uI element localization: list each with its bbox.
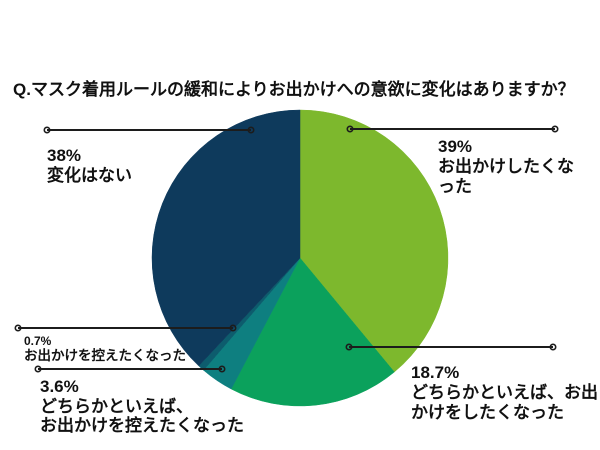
callout-label-line: どちらかといえば、 <box>40 397 193 416</box>
leader-dot <box>229 324 237 332</box>
leader-lines <box>14 125 559 373</box>
leader-dot <box>34 365 42 373</box>
callout-pct: 0.7% <box>24 334 52 348</box>
callout-label-line: お出かけしたくな <box>438 157 574 176</box>
callout-label-line: 変化はない <box>47 166 132 185</box>
callout-label-line: お出かけを控えたくなった <box>24 348 186 363</box>
callout-somewhat-want-to-go-out: 18.7% どちらかといえば、お出 かけをしたくなった <box>411 363 598 423</box>
pie-slices <box>151 109 449 407</box>
leader-dot <box>218 365 226 373</box>
leader-dot <box>43 126 51 134</box>
callout-pct: 18.7% <box>411 363 460 382</box>
chart-title: Q.マスク着用ルールの緩和によりお出かけへの意欲に変化はありますか？ <box>13 80 575 99</box>
pie-slice-1 <box>299 109 449 373</box>
callout-pct: 3.6% <box>40 377 79 396</box>
callout-refrain-from-going-out: 0.7% お出かけを控えたくなった <box>24 334 186 363</box>
callout-pct: 38% <box>47 146 82 165</box>
leader-dot <box>551 125 559 133</box>
pie-slice-2 <box>230 257 395 407</box>
callout-label-line: った <box>438 177 472 196</box>
callout-label-line: お出かけを控えたくなった <box>40 416 244 435</box>
leader-dot <box>346 125 354 133</box>
callout-label-line: どちらかといえば、お出 <box>411 383 598 402</box>
callout-no-change: 38% 変化はない <box>47 146 132 186</box>
callout-label-line: かけをしたくなった <box>411 403 564 422</box>
leader-dot <box>345 343 353 351</box>
callout-want-to-go-out: 39% お出かけしたくな った <box>438 137 574 197</box>
leader-dot <box>14 324 22 332</box>
pie-slice-5 <box>151 109 301 367</box>
callout-pct: 39% <box>438 137 473 156</box>
leader-dot <box>549 343 557 351</box>
leader-dot <box>247 126 255 134</box>
callout-somewhat-refrain: 3.6% どちらかといえば、 お出かけを控えたくなった <box>40 377 244 435</box>
